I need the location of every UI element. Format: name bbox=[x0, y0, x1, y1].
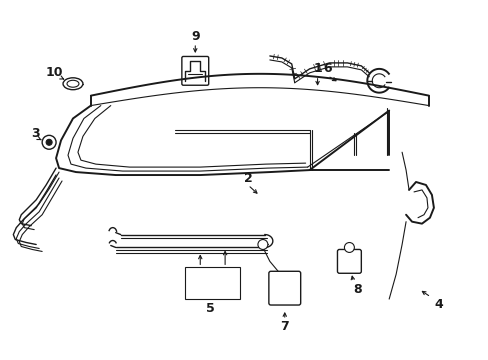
Text: 6: 6 bbox=[323, 62, 331, 75]
Text: 9: 9 bbox=[191, 30, 199, 42]
Circle shape bbox=[46, 139, 52, 145]
Text: 5: 5 bbox=[205, 302, 214, 315]
Text: 1: 1 bbox=[313, 62, 321, 75]
Bar bbox=[185, 267, 240, 299]
Text: 10: 10 bbox=[45, 66, 63, 79]
Text: 3: 3 bbox=[31, 127, 40, 140]
Circle shape bbox=[344, 243, 354, 252]
Ellipse shape bbox=[67, 80, 79, 87]
FancyBboxPatch shape bbox=[268, 271, 300, 305]
FancyBboxPatch shape bbox=[337, 249, 361, 273]
Text: 4: 4 bbox=[434, 297, 442, 311]
Ellipse shape bbox=[63, 78, 83, 90]
Circle shape bbox=[42, 135, 56, 149]
Text: 7: 7 bbox=[280, 320, 288, 333]
Text: 2: 2 bbox=[243, 171, 252, 185]
Text: 8: 8 bbox=[352, 283, 361, 296]
Circle shape bbox=[257, 239, 267, 249]
